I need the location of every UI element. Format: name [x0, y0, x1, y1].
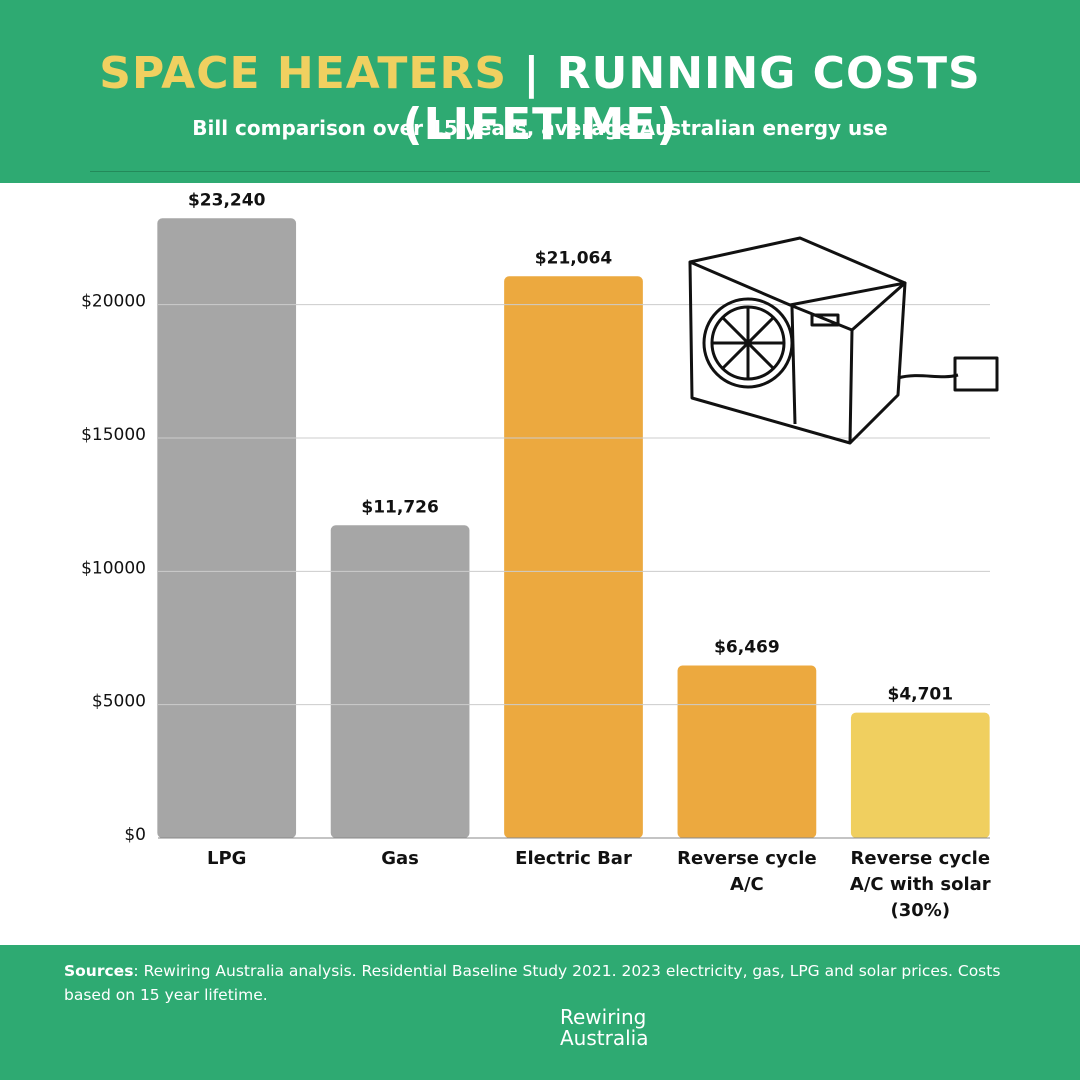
- title: SPACE HEATERS | RUNNING COSTS (LIFETIME): [0, 48, 1080, 150]
- title-highlight: SPACE HEATERS: [99, 48, 508, 99]
- title-separator: |: [523, 48, 541, 99]
- title-main: RUNNING COSTS (LIFETIME): [402, 48, 981, 150]
- sources-text: : Rewiring Australia analysis. Residenti…: [64, 962, 1001, 1004]
- x-tick-label: LPG: [206, 848, 247, 869]
- y-tick-label: $10000: [81, 558, 146, 578]
- y-tick-label: $5000: [92, 692, 146, 712]
- y-tick-label: $15000: [81, 425, 146, 445]
- value-label: $21,064: [535, 248, 613, 268]
- value-label: $4,701: [887, 685, 953, 705]
- sources: Sources: Rewiring Australia analysis. Re…: [64, 959, 1024, 1007]
- x-tick-label: Reverse cycle A/C: [677, 848, 817, 895]
- ac-illustration: [688, 236, 999, 445]
- bar: [850, 712, 990, 838]
- value-label: $6,469: [714, 637, 780, 657]
- y-tick-label: $0: [124, 825, 146, 845]
- value-label: $11,726: [361, 497, 438, 517]
- footer: Sources: Rewiring Australia analysis. Re…: [0, 945, 1080, 1080]
- x-tick-label: Reverse cycle A/C with solar (30%): [849, 848, 991, 921]
- y-tick-label: $20000: [81, 292, 146, 312]
- bar: [504, 276, 643, 838]
- x-tick-label: Electric Bar: [515, 848, 632, 869]
- header: SPACE HEATERS | RUNNING COSTS (LIFETIME)…: [0, 0, 1080, 183]
- bar: [330, 525, 470, 838]
- sources-label: Sources: [64, 962, 134, 980]
- bar: [677, 665, 817, 838]
- x-tick-label: Gas: [381, 848, 419, 869]
- logo: Rewiring Australia: [560, 1005, 649, 1050]
- subtitle: Bill comparison over 15 years, average A…: [192, 116, 888, 140]
- rule: [90, 171, 990, 172]
- value-label: $23,240: [188, 190, 266, 210]
- bar: [157, 218, 297, 838]
